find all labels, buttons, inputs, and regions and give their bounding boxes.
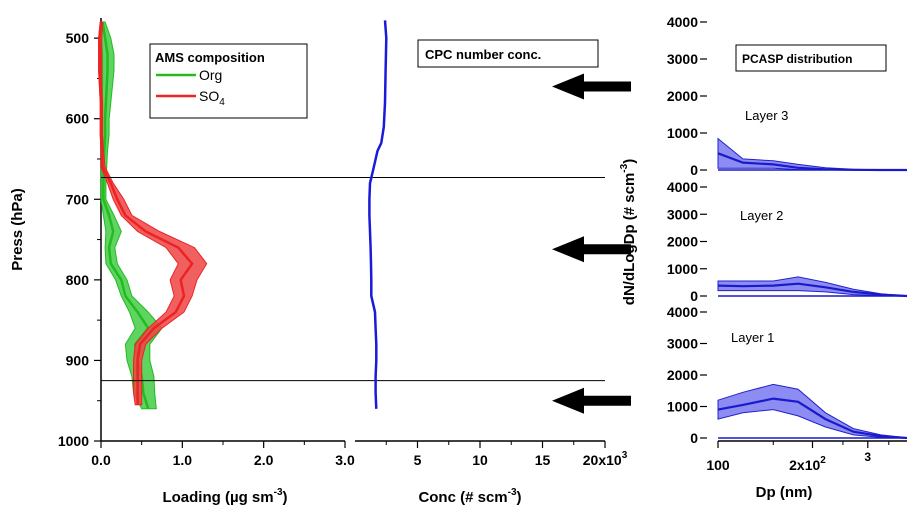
x-tick-label: 10 — [472, 452, 488, 468]
pcasp-band — [717, 137, 907, 171]
x-tick-label: 5 — [414, 452, 422, 468]
legend-box — [149, 43, 308, 119]
x-tick-label: 0.0 — [91, 452, 111, 468]
legend-title: AMS composition — [155, 50, 265, 65]
layer-label: Layer 2 — [740, 208, 783, 223]
y-tick-label: 3000 — [667, 206, 698, 222]
y-tick-label: 4000 — [667, 179, 698, 195]
y-tick-label: 3000 — [667, 336, 698, 352]
pcasp-title-box — [735, 44, 887, 72]
y-tick-label: 900 — [66, 352, 90, 368]
layer-label: Layer 1 — [731, 330, 774, 345]
x-axis-label: Dp (nm) — [756, 484, 813, 501]
y-tick-label: 2000 — [667, 88, 698, 104]
y-tick-label: 500 — [66, 30, 90, 46]
x-tick-label: 1.0 — [173, 452, 193, 468]
pcasp-mean-line — [717, 397, 907, 440]
cpc-title: CPC number conc. — [425, 47, 541, 62]
cpc-series-line — [368, 20, 388, 409]
pcasp-subpanel: 0 1000 2000 3000 4000 Layer 2 — [667, 179, 907, 304]
x-tick-label: 2x102 — [789, 455, 826, 473]
layer-arrow — [552, 236, 631, 263]
y-tick-label: 1000 — [58, 433, 89, 449]
cpc-panel: 5 10 15 20x103 Conc (# scm-3) CPC number conc… — [355, 20, 628, 506]
y-axis-label: Press (hPa) — [9, 188, 26, 271]
legend-entry: Org — [199, 67, 222, 83]
pcasp-subpanel: 0 1000 2000 3000 4000 Layer 1 — [667, 304, 907, 446]
layer-arrows — [552, 73, 631, 414]
y-tick-label: 0 — [690, 288, 698, 304]
y-tick-label: 0 — [690, 162, 698, 178]
y-tick-label: 1000 — [667, 261, 698, 277]
layer-label: Layer 3 — [745, 108, 788, 123]
x-axis-label: Loading (µg sm-3) — [162, 487, 287, 506]
y-tick-label: 0 — [690, 430, 698, 446]
x-axis-label: Conc (# scm-3) — [418, 487, 521, 506]
x-tick-label: 3.0 — [335, 452, 355, 468]
pcasp-subpanel: 0 1000 2000 3000 4000 Layer 3 — [667, 14, 907, 178]
y-tick-label: 4000 — [667, 304, 698, 320]
legend-entry: SO4 — [199, 88, 225, 108]
x-tick-label: 3 — [864, 450, 871, 464]
y-tick-label: 700 — [66, 191, 90, 207]
y-tick-label: 4000 — [667, 14, 698, 30]
y-tick-label: 800 — [66, 272, 90, 288]
series-line-2 — [98, 21, 194, 405]
y-tick-label: 2000 — [667, 367, 698, 383]
cpc-title-box — [417, 39, 599, 68]
pcasp-mean-line — [717, 282, 907, 298]
y-tick-label: 2000 — [667, 234, 698, 250]
layer-arrow — [552, 387, 631, 414]
y-tick-label: 1000 — [667, 399, 698, 415]
layer-arrow — [552, 73, 631, 100]
x-tick-label: 20x103 — [583, 450, 628, 468]
x-tick-label: 100 — [706, 457, 730, 473]
x-tick-label: 2.0 — [254, 452, 274, 468]
y-axis-label: dN/dLogDp (# scm-3) — [619, 159, 638, 305]
pcasp-title: PCASP distribution — [742, 52, 852, 66]
y-tick-label: 600 — [66, 111, 90, 127]
x-tick-label: 15 — [535, 452, 551, 468]
y-tick-label: 1000 — [667, 125, 698, 141]
y-tick-label: 3000 — [667, 51, 698, 67]
